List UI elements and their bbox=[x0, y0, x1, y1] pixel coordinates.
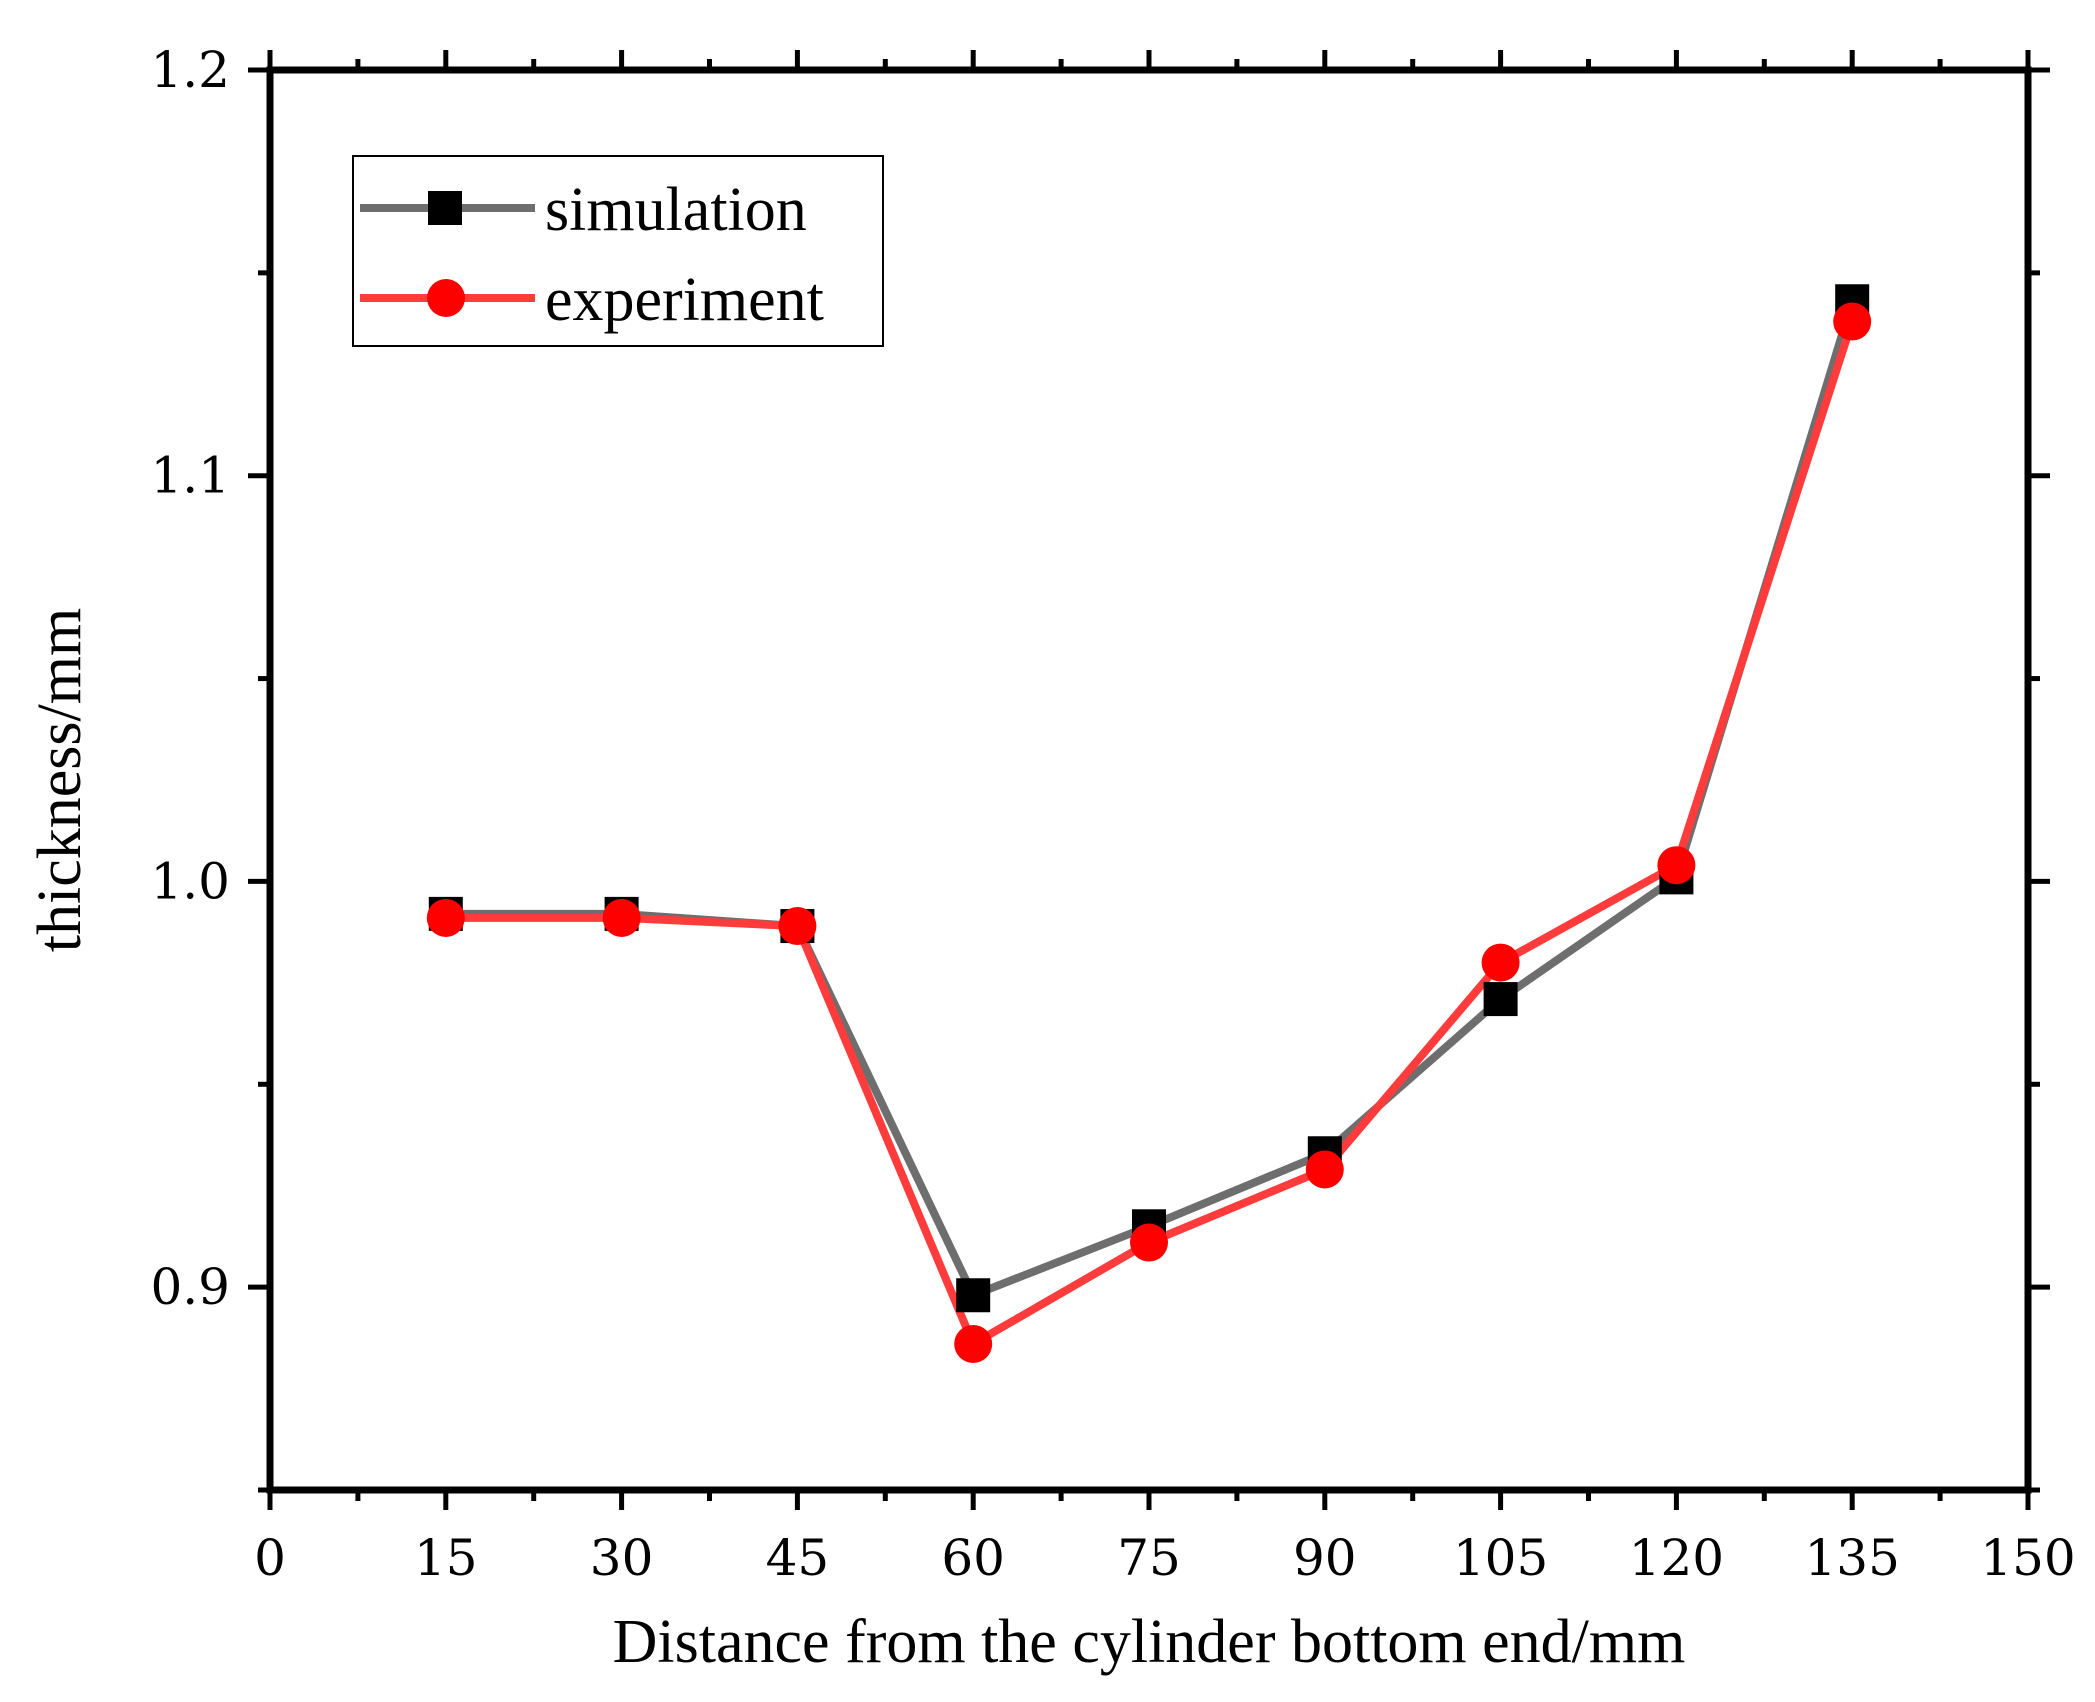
point-experiment bbox=[602, 898, 641, 937]
point-experiment bbox=[1305, 1150, 1344, 1189]
x-tick-label: 90 bbox=[1293, 1529, 1357, 1587]
y-tick-label: 1.0 bbox=[150, 852, 230, 910]
y-tick-label: 1.2 bbox=[150, 41, 230, 99]
point-experiment bbox=[1833, 302, 1872, 341]
x-tick-label: 75 bbox=[1117, 1529, 1181, 1587]
point-experiment bbox=[1130, 1223, 1168, 1262]
point-simulation bbox=[1483, 982, 1518, 1017]
legend-box bbox=[352, 155, 884, 347]
legend-marker-experiment bbox=[427, 279, 465, 317]
x-tick-label: 30 bbox=[590, 1529, 654, 1587]
legend: simulation experiment bbox=[352, 155, 884, 347]
x-tick-label: 135 bbox=[1804, 1529, 1899, 1587]
series-line-simulation bbox=[445, 300, 1857, 1300]
point-experiment bbox=[1481, 943, 1520, 982]
legend-label-experiment: experiment bbox=[545, 266, 824, 334]
point-experiment bbox=[778, 907, 817, 946]
point-simulation bbox=[956, 1278, 991, 1313]
y-tick-label: 1.1 bbox=[150, 447, 230, 505]
legend-marker-simulation bbox=[428, 191, 462, 225]
x-tick-label: 45 bbox=[766, 1529, 830, 1587]
x-tick-label: 15 bbox=[414, 1529, 478, 1587]
point-experiment bbox=[426, 898, 465, 937]
point-experiment bbox=[954, 1324, 993, 1363]
legend-label-simulation: simulation bbox=[545, 176, 807, 244]
y-tick-label: 0.9 bbox=[150, 1258, 230, 1316]
x-tick-label: 60 bbox=[941, 1529, 1005, 1587]
x-tick-label: 150 bbox=[1980, 1529, 2075, 1587]
point-experiment bbox=[1657, 846, 1696, 885]
x-tick-label: 105 bbox=[1453, 1529, 1548, 1587]
y-axis-title: thickness/mm bbox=[26, 608, 94, 952]
x-tick-label: 120 bbox=[1629, 1529, 1724, 1587]
axis-ticks: 0 15 30 45 60 75 90 105 120 135 150 0.9 1.0 1.1 1.2 bbox=[150, 41, 2075, 1587]
series-layer bbox=[426, 284, 1872, 1363]
x-tick-label: 0 bbox=[254, 1529, 286, 1587]
series-line-experiment bbox=[445, 320, 1857, 1348]
x-axis-title: Distance from the cylinder bottom end/mm bbox=[613, 1608, 1686, 1676]
